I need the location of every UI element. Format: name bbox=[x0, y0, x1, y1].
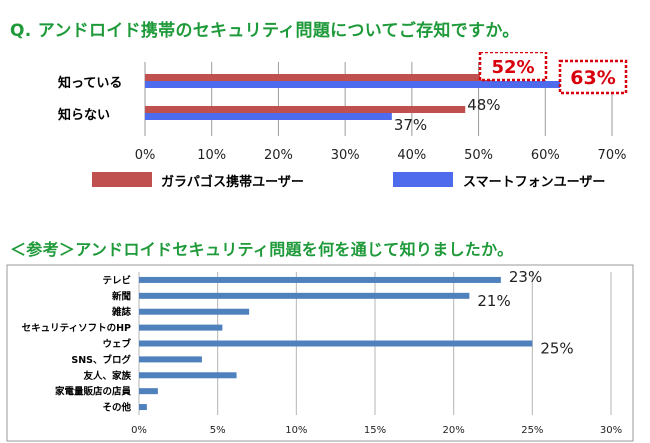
top-category-label: 知っている bbox=[58, 75, 122, 91]
top-bar bbox=[145, 81, 566, 88]
bottom-data-label: 25% bbox=[540, 340, 573, 358]
bottom-data-label: 21% bbox=[477, 292, 510, 310]
top-bar bbox=[145, 113, 392, 120]
top-x-tick-label: 60% bbox=[531, 148, 560, 163]
bottom-bar bbox=[139, 372, 237, 379]
bottom-bar bbox=[139, 388, 158, 395]
top-bar bbox=[145, 106, 466, 113]
bottom-x-tick-label: 30% bbox=[600, 425, 622, 436]
bottom-bar bbox=[139, 340, 533, 347]
bottom-x-tick-label: 25% bbox=[521, 425, 543, 436]
bottom-x-tick-label: 15% bbox=[364, 425, 386, 436]
callout-box-52 bbox=[478, 52, 548, 82]
bottom-bar bbox=[139, 276, 501, 283]
reference-question-title: ＜参考＞アンドロイドセキュリティ問題を何を通じて知りましたか。 bbox=[10, 240, 514, 259]
top-x-tick-label: 50% bbox=[464, 148, 493, 163]
top-x-tick-label: 0% bbox=[135, 148, 156, 163]
bottom-x-tick-label: 5% bbox=[210, 425, 226, 436]
callout-box-63 bbox=[558, 59, 628, 95]
bottom-category-label: その他 bbox=[102, 402, 131, 414]
bottom-x-tick-label: 10% bbox=[285, 425, 307, 436]
top-data-label: 37% bbox=[394, 116, 427, 134]
callout-label-63: 63% bbox=[570, 67, 615, 89]
bottom-category-label: ウェブ bbox=[102, 338, 131, 350]
bottom-bar bbox=[139, 324, 223, 331]
legend-swatch-feature-phone bbox=[92, 172, 152, 187]
bottom-category-label: テレビ bbox=[102, 274, 131, 286]
bottom-category-label: セキュリティソフトのHP bbox=[22, 323, 131, 334]
bottom-bar bbox=[139, 404, 147, 411]
top-bar bbox=[145, 74, 492, 81]
legend-swatch-smartphone bbox=[393, 172, 453, 187]
bottom-bar bbox=[139, 292, 470, 299]
bottom-x-tick-label: 0% bbox=[131, 425, 147, 436]
legend-label-smartphone: スマートフォンユーザー bbox=[463, 175, 606, 190]
top-x-tick-label: 70% bbox=[598, 148, 627, 163]
bottom-category-label: 友人、家族 bbox=[82, 370, 131, 382]
bottom-chart-frame bbox=[6, 264, 634, 442]
legend-label-feature-phone: ガラパゴス携帯ユーザー bbox=[161, 175, 304, 190]
bottom-category-label: 新聞 bbox=[112, 290, 131, 302]
top-category-label: 知らない bbox=[58, 107, 110, 123]
information-source-bar-chart: 0% 5% 10% 15% 20% 25% 30% テレビ 23% 新聞 21% 雑誌セキュリティソフ… bbox=[6, 264, 634, 442]
callout-label-52: 52% bbox=[491, 57, 534, 78]
main-question-title: Q. アンドロイド携帯のセキュリティ問題についてご存知ですか。 bbox=[10, 21, 520, 41]
bottom-data-label: 23% bbox=[509, 268, 542, 286]
bottom-category-label: 家電量販店の店員 bbox=[55, 386, 132, 398]
top-x-tick-label: 30% bbox=[331, 148, 360, 163]
bottom-bar bbox=[139, 308, 250, 315]
top-x-tick-label: 40% bbox=[397, 148, 426, 163]
bottom-bar bbox=[139, 356, 202, 363]
top-x-tick-label: 10% bbox=[197, 148, 226, 163]
bottom-category-label: 雑誌 bbox=[111, 306, 132, 318]
bottom-category-label: SNS、ブログ bbox=[71, 354, 131, 366]
top-data-label: 48% bbox=[467, 96, 500, 114]
top-x-tick-label: 20% bbox=[264, 148, 293, 163]
bottom-x-tick-label: 20% bbox=[443, 425, 465, 436]
